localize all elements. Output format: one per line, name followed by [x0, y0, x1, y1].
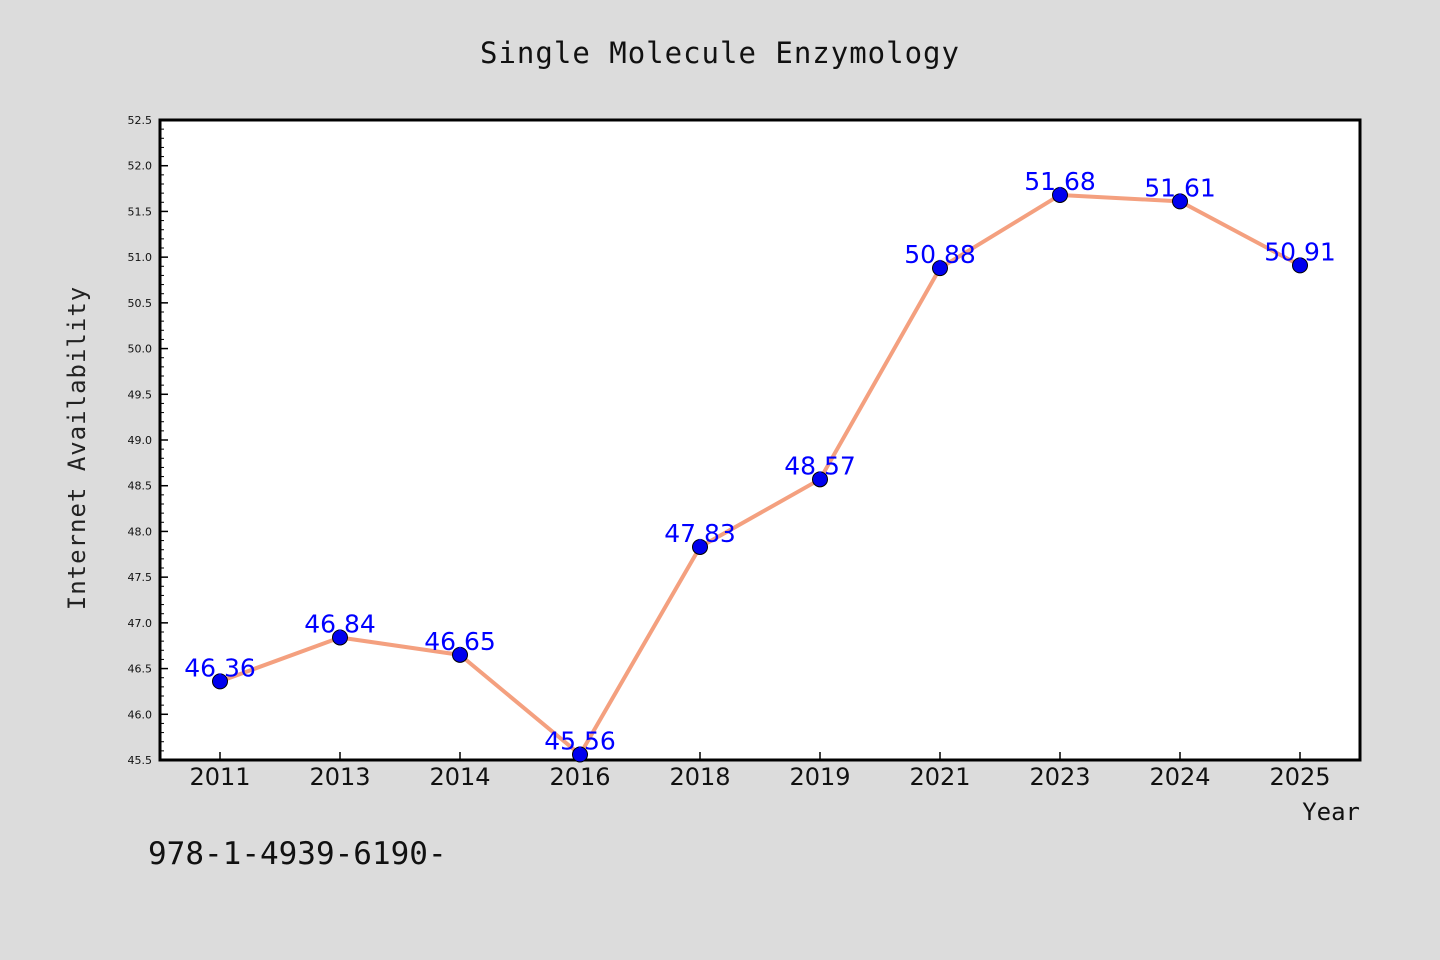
- x-tick-label: 2024: [1149, 763, 1210, 791]
- footer-isbn-text: 978-1-4939-6190-: [148, 836, 447, 872]
- data-labels: 46.36 46.84 46.65 45.56 47.83 48.57 50.88 51.68…: [184, 167, 1336, 756]
- y-tick-label: 48.5: [128, 480, 153, 493]
- data-point: [1292, 257, 1308, 274]
- y-tick-label: 49.0: [128, 434, 153, 447]
- data-point: [332, 629, 348, 646]
- y-tick-label: 47.5: [128, 571, 153, 584]
- data-point: [212, 673, 228, 690]
- y-tick-label: 46.5: [128, 663, 153, 676]
- plot-area: [158, 118, 1362, 762]
- x-tick-label: 2025: [1269, 763, 1330, 791]
- data-point: [452, 646, 468, 663]
- data-label: 47.83: [664, 519, 736, 548]
- x-tick-label: 2016: [549, 763, 610, 791]
- data-label: 51.68: [1024, 167, 1096, 196]
- y-tick-label: 52.0: [128, 160, 153, 173]
- y-tick-label: 48.0: [128, 525, 153, 538]
- y-axis-ticks: 45.5 46.0 46.5 47.0 47.5 48.0 48.5 49.0 49.5 50.0…: [128, 114, 168, 767]
- y-axis-label: Internet Availability: [63, 286, 91, 610]
- data-label: 46.84: [304, 609, 376, 638]
- x-axis-label: Year: [1302, 798, 1360, 826]
- x-axis-ticks: 2011 2013 2014 2016 2018 2019 2021 2023 2024 2025: [189, 752, 1331, 791]
- y-tick-label: 52.5: [128, 114, 153, 127]
- data-point: [812, 471, 828, 488]
- data-label: 48.57: [784, 451, 856, 480]
- x-tick-label: 2018: [669, 763, 730, 791]
- x-tick-label: 2014: [429, 763, 490, 791]
- x-tick-label: 2011: [189, 763, 250, 791]
- data-point: [1172, 193, 1188, 210]
- y-tick-label: 47.0: [128, 617, 153, 630]
- series-line-group: [219, 192, 1301, 757]
- x-tick-label: 2021: [909, 763, 970, 791]
- data-label: 51.61: [1144, 173, 1216, 202]
- data-label: 45.56: [544, 727, 616, 756]
- y-tick-label: 46.0: [128, 708, 153, 721]
- chart-title: Single Molecule Enzymology: [480, 36, 960, 70]
- y-tick-label: 51.5: [128, 205, 153, 218]
- y-tick-label: 50.5: [128, 297, 153, 310]
- data-point: [572, 746, 588, 763]
- x-tick-label: 2023: [1029, 763, 1090, 791]
- y-tick-label: 50.0: [128, 343, 153, 356]
- data-point: [692, 538, 708, 555]
- x-tick-label: 2013: [309, 763, 370, 791]
- data-label: 50.88: [904, 240, 976, 269]
- data-label: 46.65: [424, 627, 496, 656]
- data-label: 50.91: [1264, 237, 1336, 266]
- data-markers: [212, 186, 1308, 763]
- data-point: [1052, 186, 1068, 203]
- y-tick-label: 45.5: [128, 754, 153, 767]
- series-line: [219, 192, 1301, 757]
- y-tick-label: 51.0: [128, 251, 153, 264]
- data-label: 46.36: [184, 653, 256, 682]
- data-point: [932, 260, 948, 277]
- x-tick-label: 2019: [789, 763, 850, 791]
- y-tick-label: 49.5: [128, 388, 153, 401]
